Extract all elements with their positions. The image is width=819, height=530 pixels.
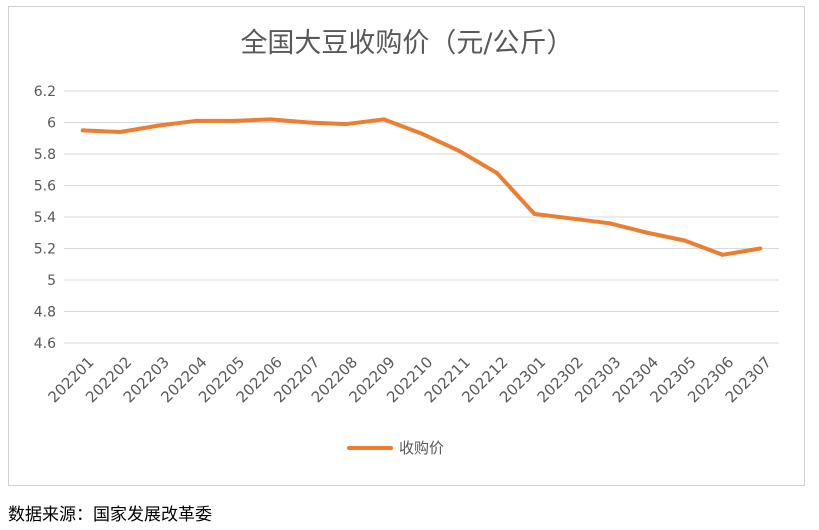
data-point bbox=[306, 120, 311, 125]
y-tick-label: 6 bbox=[47, 116, 56, 132]
data-point bbox=[419, 131, 424, 136]
data-point bbox=[80, 128, 85, 133]
y-tick-label: 5.6 bbox=[34, 179, 56, 195]
data-point bbox=[607, 221, 612, 226]
y-tick-label: 5.8 bbox=[34, 147, 56, 163]
data-point bbox=[570, 216, 575, 221]
gridlines bbox=[64, 90, 779, 344]
data-point bbox=[344, 122, 349, 127]
data-point bbox=[156, 123, 161, 128]
data-point bbox=[494, 170, 499, 175]
data-point bbox=[682, 238, 687, 243]
data-point bbox=[381, 117, 386, 122]
y-tick-label: 4.8 bbox=[34, 305, 56, 321]
legend: 收购价 bbox=[347, 439, 444, 457]
data-point bbox=[231, 118, 236, 123]
data-point bbox=[532, 211, 537, 216]
data-point bbox=[645, 230, 650, 235]
line-chart: 全国大豆收购价（元/公斤） 4.6 4.8 5 5.2 5.4 5.6 5.8 6 6.2 20… bbox=[34, 28, 779, 457]
legend-label: 收购价 bbox=[399, 439, 444, 457]
chart-title: 全国大豆收购价（元/公斤） bbox=[240, 28, 573, 59]
data-point bbox=[720, 252, 725, 257]
data-point bbox=[193, 118, 198, 123]
data-point bbox=[457, 148, 462, 153]
chart-frame: 全国大豆收购价（元/公斤） 4.6 4.8 5 5.2 5.4 5.6 5.8 6 6.2 20… bbox=[8, 6, 805, 486]
series-line bbox=[80, 117, 763, 257]
source-note: 数据来源：国家发展改革委 bbox=[8, 505, 212, 525]
data-point bbox=[118, 129, 123, 134]
data-point bbox=[268, 117, 273, 122]
y-tick-label: 6.2 bbox=[34, 84, 56, 100]
y-tick-label: 4.6 bbox=[34, 336, 56, 352]
series-layer bbox=[80, 117, 763, 257]
y-tick-label: 5.4 bbox=[34, 210, 56, 226]
y-tick-label: 5.2 bbox=[34, 242, 56, 258]
y-tick-label: 5 bbox=[47, 273, 56, 289]
y-axis-ticks: 4.6 4.8 5 5.2 5.4 5.6 5.8 6 6.2 bbox=[34, 84, 56, 352]
x-axis-ticks: 2022012022022022032022042022052022062022… bbox=[44, 353, 775, 406]
data-point bbox=[758, 246, 763, 251]
